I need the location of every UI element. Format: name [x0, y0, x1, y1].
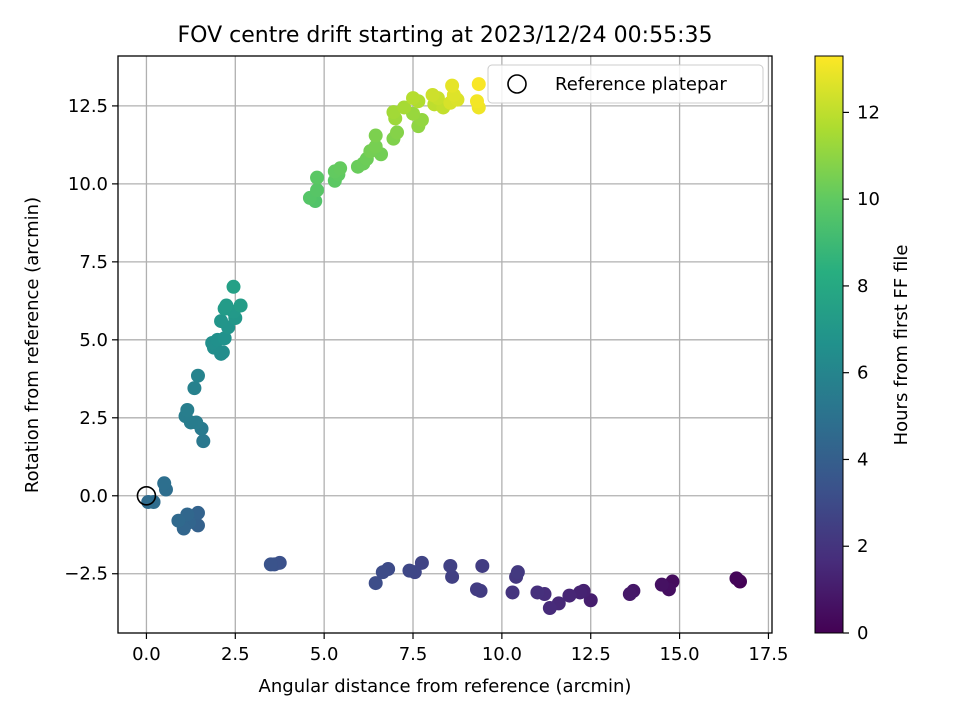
x-tick-label: 7.5: [399, 644, 428, 665]
y-axis-label: Rotation from reference (arcmin): [22, 197, 43, 493]
colorbar-tick-label: 2: [857, 536, 868, 557]
reference-platepar-marker: [136, 485, 157, 506]
data-point: [310, 183, 325, 198]
data-points: [141, 77, 748, 616]
data-point: [622, 587, 637, 602]
x-tick-label: 0.0: [132, 644, 161, 665]
x-axis-label: Angular distance from reference (arcmin): [259, 676, 632, 697]
data-point: [562, 588, 577, 603]
colorbar-tick-label: 12: [857, 102, 880, 123]
legend: Reference platepar: [487, 64, 764, 104]
data-point: [219, 298, 234, 313]
data-point: [310, 170, 325, 185]
data-point: [471, 77, 486, 92]
data-point: [397, 100, 412, 115]
y-axis-ticks: −2.5 0.0 2.5 5.0 7.5 10.0 12.5: [64, 96, 118, 585]
colorbar-tick-label: 8: [857, 276, 868, 297]
data-point: [196, 434, 211, 449]
colorbar-tick-label: 4: [857, 449, 868, 470]
colorbar-tick-label: 10: [857, 189, 880, 210]
data-point: [505, 585, 520, 600]
data-point: [187, 381, 202, 396]
y-tick-label: 12.5: [68, 96, 108, 117]
data-point: [190, 505, 205, 520]
data-point: [375, 565, 390, 580]
data-point: [445, 78, 460, 93]
x-tick-label: 17.5: [748, 644, 788, 665]
chart-title: FOV centre drift starting at 2023/12/24 …: [178, 23, 713, 48]
data-point: [171, 513, 186, 528]
data-point: [333, 161, 348, 176]
data-point: [469, 582, 484, 597]
data-point: [445, 569, 460, 584]
data-point: [386, 105, 401, 120]
data-point: [542, 601, 557, 616]
y-tick-label: 2.5: [79, 408, 108, 429]
data-point: [226, 279, 241, 294]
plot-frame: [117, 55, 773, 634]
x-axis-ticks: 0.0 2.5 5.0 7.5 10.0 12.5 15.0 17.5: [132, 633, 788, 665]
colorbar-label: Hours from first FF file: [891, 245, 912, 446]
x-tick-label: 15.0: [660, 644, 700, 665]
data-point: [402, 563, 417, 578]
data-point: [180, 402, 195, 417]
x-tick-label: 5.0: [310, 644, 339, 665]
data-point: [475, 558, 490, 573]
y-tick-label: 10.0: [68, 174, 108, 195]
data-point: [368, 128, 383, 143]
data-point: [573, 585, 588, 600]
data-point: [217, 331, 232, 346]
data-point: [654, 577, 669, 592]
y-tick-label: 5.0: [79, 330, 108, 351]
data-point: [425, 87, 440, 102]
legend-marker-icon: [507, 74, 527, 94]
colorbar: 0 2 4 6 8 10 12 Hours from first FF file: [814, 55, 912, 644]
x-tick-label: 2.5: [221, 644, 250, 665]
data-point: [406, 91, 421, 106]
legend-box: [487, 64, 764, 104]
data-point: [390, 125, 405, 140]
data-point: [214, 314, 229, 329]
colorbar-tick-label: 0: [857, 623, 868, 644]
data-point: [233, 298, 248, 313]
data-point: [510, 565, 525, 580]
colorbar-gradient: [814, 55, 844, 634]
x-tick-label: 10.0: [482, 644, 522, 665]
data-point: [443, 558, 458, 573]
data-point: [157, 476, 172, 491]
data-point: [469, 94, 484, 109]
x-tick-label: 12.5: [571, 644, 611, 665]
data-point: [368, 576, 383, 591]
colorbar-ticks: 0 2 4 6 8 10 12: [843, 102, 880, 644]
data-point: [729, 571, 744, 586]
data-point: [190, 368, 205, 383]
data-point: [368, 139, 383, 154]
y-tick-label: 7.5: [79, 252, 108, 273]
y-tick-label: −2.5: [64, 564, 108, 585]
colorbar-tick-label: 6: [857, 363, 868, 384]
data-point: [530, 585, 545, 600]
data-point: [263, 557, 278, 572]
legend-entry-label: Reference platepar: [555, 74, 727, 95]
y-tick-label: 0.0: [79, 486, 108, 507]
